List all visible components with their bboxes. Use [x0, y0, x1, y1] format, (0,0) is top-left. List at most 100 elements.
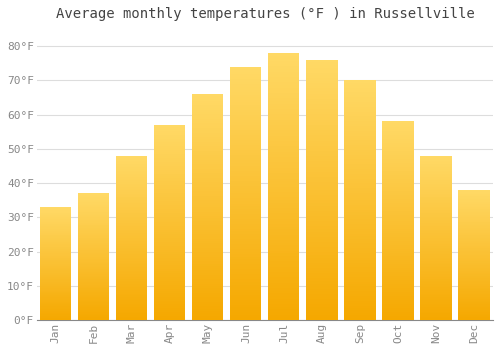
Bar — [230, 82, 262, 84]
Bar — [382, 124, 414, 125]
Bar — [192, 309, 224, 311]
Bar — [192, 275, 224, 277]
Bar — [268, 226, 300, 229]
Bar — [192, 266, 224, 268]
Bar — [116, 231, 148, 233]
Bar — [230, 176, 262, 178]
Bar — [458, 217, 490, 218]
Bar — [268, 112, 300, 114]
Bar — [268, 213, 300, 216]
Bar — [382, 153, 414, 155]
Bar — [192, 254, 224, 257]
Bar — [306, 299, 338, 302]
Bar — [268, 264, 300, 267]
Bar — [420, 297, 452, 299]
Bar — [40, 220, 72, 222]
Bar — [306, 226, 338, 229]
Bar — [420, 281, 452, 282]
Bar — [458, 292, 490, 293]
Bar — [268, 88, 300, 90]
Bar — [382, 280, 414, 282]
Bar — [382, 274, 414, 277]
Bar — [268, 149, 300, 152]
Bar — [306, 73, 338, 76]
Bar — [382, 318, 414, 320]
Bar — [268, 195, 300, 197]
Bar — [78, 212, 110, 214]
Bar — [40, 251, 72, 252]
Bar — [192, 218, 224, 220]
Bar — [192, 259, 224, 261]
Bar — [40, 309, 72, 310]
Bar — [344, 188, 376, 191]
Bar — [458, 209, 490, 211]
Bar — [230, 90, 262, 92]
Bar — [344, 205, 376, 208]
Bar — [40, 310, 72, 311]
Bar — [154, 218, 186, 220]
Bar — [40, 258, 72, 259]
Bar — [40, 289, 72, 290]
Bar — [40, 213, 72, 214]
Bar — [382, 316, 414, 318]
Bar — [78, 207, 110, 209]
Bar — [230, 246, 262, 249]
Bar — [344, 270, 376, 272]
Bar — [192, 135, 224, 137]
Bar — [192, 239, 224, 241]
Bar — [78, 276, 110, 277]
Bar — [458, 290, 490, 292]
Bar — [382, 167, 414, 169]
Bar — [382, 135, 414, 137]
Bar — [230, 92, 262, 94]
Bar — [306, 198, 338, 200]
Bar — [78, 196, 110, 197]
Bar — [116, 294, 148, 295]
Bar — [116, 303, 148, 305]
Bar — [382, 145, 414, 147]
Bar — [268, 131, 300, 133]
Bar — [306, 276, 338, 278]
Bar — [268, 248, 300, 251]
Bar — [40, 313, 72, 314]
Bar — [458, 255, 490, 256]
Bar — [230, 122, 262, 125]
Bar — [192, 203, 224, 205]
Bar — [268, 133, 300, 136]
Bar — [116, 281, 148, 282]
Bar — [192, 148, 224, 150]
Bar — [116, 249, 148, 251]
Bar — [458, 261, 490, 263]
Bar — [306, 211, 338, 214]
Bar — [268, 282, 300, 285]
Bar — [420, 246, 452, 248]
Bar — [268, 200, 300, 203]
Bar — [40, 243, 72, 244]
Bar — [420, 170, 452, 172]
Bar — [230, 69, 262, 72]
Bar — [344, 176, 376, 178]
Bar — [420, 190, 452, 192]
Bar — [40, 230, 72, 231]
Bar — [154, 220, 186, 223]
Bar — [40, 245, 72, 247]
Bar — [458, 317, 490, 319]
Bar — [116, 286, 148, 287]
Bar — [306, 159, 338, 161]
Bar — [306, 312, 338, 315]
Bar — [382, 304, 414, 306]
Bar — [116, 256, 148, 258]
Bar — [420, 284, 452, 286]
Bar — [154, 183, 186, 186]
Bar — [192, 200, 224, 203]
Bar — [268, 168, 300, 170]
Bar — [116, 305, 148, 307]
Bar — [40, 244, 72, 245]
Bar — [192, 178, 224, 180]
Bar — [306, 107, 338, 109]
Bar — [382, 149, 414, 151]
Bar — [268, 122, 300, 125]
Bar — [116, 248, 148, 249]
Bar — [420, 180, 452, 182]
Bar — [192, 252, 224, 254]
